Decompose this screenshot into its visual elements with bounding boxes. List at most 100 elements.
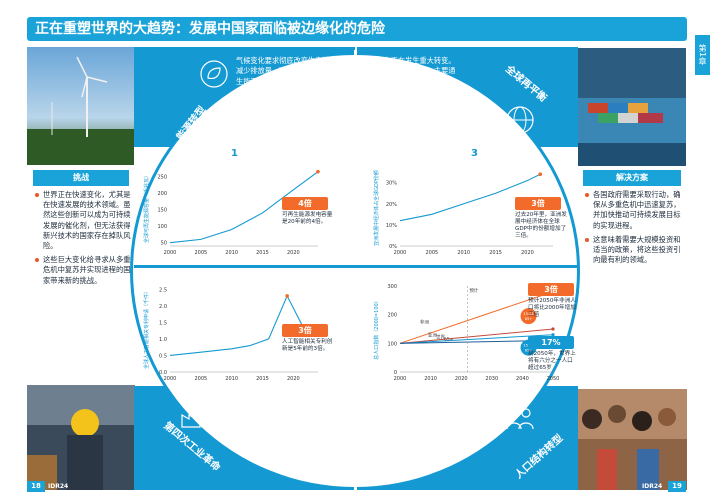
tick-label-y: 100 [157, 224, 167, 230]
leaf-icon [200, 60, 228, 88]
tick-label-y: 30% [386, 181, 397, 187]
callout-text: 过去20年里，亚洲发展中经济体在全球GDP中的份额增加了三倍。 [515, 212, 567, 239]
forecast-label: 预计 [469, 287, 478, 294]
badge-3x: 3倍 [528, 283, 574, 296]
series-line-0 [399, 291, 554, 344]
tick-label-x: 2020 [287, 250, 300, 256]
callout-robots: 3倍 人工智能相关专利创新是5年前的3倍。 [282, 324, 334, 353]
chart-population-index: 总人口指数（2000=100） 0 100 200 300 2000 2010 2020 203… [373, 284, 560, 382]
axis-label-y: 亚洲发展中经济体占全球GDP份额 [373, 170, 380, 246]
challenges-header: 挑战 [33, 170, 129, 186]
tick-label-x: 2050 [547, 376, 560, 382]
solutions-header: 解决方案 [583, 170, 681, 186]
tick-label-y: 1.5 [159, 320, 167, 326]
list-item: 世界正在快速变化，尤其是在快速发展的技术领域。虽然这些创新可以成为可持续发展的催… [35, 190, 131, 251]
age-bubble [520, 308, 537, 325]
axis-label-y: 全球可再生能源容量（千兆瓦） [143, 173, 150, 243]
tick-label-x: 2015 [256, 376, 269, 382]
series-label: 世界 [436, 333, 445, 340]
series-label: 非洲 [420, 318, 429, 325]
industry-text: 人工智能、先进机器人、物联网、增材制造、大数据分析和云计算等工业4.0技术正在重… [236, 395, 344, 436]
chart-ai-patents: 全球人工智能相关专利申请（千件） 0.0 0.5 1.0 1.5 2.0 2.5 2000 20… [143, 287, 318, 382]
badge-4x: 4倍 [282, 197, 328, 210]
series-line [169, 171, 319, 244]
tick-label-y: 0% [389, 244, 397, 250]
callout-gvc: 3倍 过去20年里，亚洲发展中经济体在全球GDP中的份额增加了三倍。 [515, 197, 571, 240]
tick-label-x: 2005 [426, 250, 439, 256]
tick-label-y: 20% [386, 202, 397, 208]
challenges-list: 世界正在快速变化，尤其是在快速发展的技术领域。虽然这些创新可以成为可持续发展的催… [35, 190, 131, 290]
tick-label-x: 2010 [457, 250, 470, 256]
axis-label-y: 全球人工智能相关专利申请（千件） [143, 289, 150, 369]
tick-label-y: 2.5 [159, 287, 167, 293]
data-point [551, 333, 555, 337]
badge-3x: 3倍 [515, 197, 561, 210]
center-divider [354, 50, 357, 490]
tick-label-y: 0 [394, 370, 397, 376]
list-item: 这意味着需要大规模投资和适当的政策，将这些投资引向最有利的领域。 [585, 235, 681, 266]
tick-label-x: 2010 [424, 376, 437, 382]
callout-text: 可再生能源发电容量是20年前的4倍。 [282, 212, 333, 225]
series-label: 65+ [444, 336, 454, 342]
photo-wind-turbines [27, 47, 134, 165]
section-number-3: 3 [471, 148, 478, 159]
data-point-highlight [316, 169, 320, 174]
energy-text: 气候变化要求彻底改变生产模式，减少排放量，减缓环境退化。可再生能源成为这一新格局… [236, 56, 344, 107]
people-icon [506, 408, 534, 430]
factory-icon [181, 404, 207, 428]
tick-label-x: 2000 [164, 250, 177, 256]
tick-label-x: 2010 [225, 376, 238, 382]
tick-label-y: 1.0 [159, 337, 167, 343]
section-number-1: 1 [231, 148, 238, 159]
section-number-4: 4 [471, 389, 478, 400]
population-text: 发展中国家人口的稳定增长和发达国家人口的迅速老龄化给未来发展带来了重大挑战。世界… [362, 395, 463, 457]
series-line-1 [399, 328, 554, 344]
tick-label-y: 0.0 [159, 370, 167, 376]
brand-left: IDR24 [48, 483, 69, 490]
tick-label-x: 2020 [455, 376, 468, 382]
tick-label-y: 0.5 [159, 353, 167, 359]
tick-label-x: 2020 [287, 376, 300, 382]
chapter-tab[interactable]: 第1章 [695, 35, 710, 75]
data-point-highlight [538, 172, 543, 177]
section-number-2: 2 [231, 389, 238, 400]
center-h-divider [134, 265, 578, 268]
photo-shipping-port [578, 48, 686, 166]
list-item: 这些巨大变化给寻求从多重危机中复苏并实现进程的国家带来新的挑战。 [35, 255, 131, 286]
tick-label-y: 250 [157, 175, 167, 181]
axis-label-y: 总人口指数（2000=100） [373, 298, 380, 359]
chart-renewable-capacity: 全球可再生能源容量（千兆瓦） 50 100 150 200 250 2000 2005 2010… [143, 169, 320, 256]
tick-label-y: 200 [157, 191, 167, 197]
photo-engineer [27, 385, 135, 490]
tick-label-y: 10% [386, 223, 397, 229]
tick-label-x: 2015 [489, 250, 502, 256]
tick-label-x: 2000 [394, 376, 407, 382]
tick-label-y: 50 [161, 241, 167, 247]
tick-label-y: 100 [387, 341, 397, 347]
globe-icon [506, 106, 534, 134]
tick-label-x: 2015 [256, 250, 269, 256]
global-text: 经济实力正在发生重大转变。蓬勃发展的亚太地区，主要通过以及融入全球价值链(GVC… [362, 56, 456, 128]
solutions-list: 各国政府需要采取行动，确保从多重危机中迅速复苏，并加快推动可持续发展目标的实现进… [585, 190, 681, 269]
brand-right: IDR24 [642, 483, 663, 490]
tick-label-x: 2005 [194, 250, 207, 256]
page-number-right: 19 [668, 481, 686, 492]
tick-label-x: 2040 [516, 376, 529, 382]
tick-label-x: 2000 [164, 376, 177, 382]
series-label: 亚洲 [428, 332, 437, 338]
tick-label-x: 2010 [225, 250, 238, 256]
tick-label-y: 300 [387, 284, 397, 290]
page-number-left: 18 [27, 481, 45, 492]
callout-pop-17: 17% 到2050年，世界上将有六分之一人口超过65岁 [528, 336, 576, 372]
series-line-2 [399, 334, 554, 344]
age-bubble-label: 65+ [525, 317, 533, 321]
tick-label-y: 2.0 [159, 304, 167, 310]
page-title: 正在重塑世界的大趋势：发展中国家面临被边缘化的危险 [27, 17, 687, 41]
tick-label-x: 2030 [485, 376, 498, 382]
data-point-highlight [285, 294, 289, 298]
callout-text: 人工智能相关专利创新是5年前的3倍。 [282, 339, 333, 352]
callout-text: 预计2050年非洲人口将比2000年增加三倍 [528, 298, 576, 318]
age-bubble-label: 65+ [525, 349, 533, 353]
chart-asia-gdp-share: 亚洲发展中经济体占全球GDP份额 0% 10% 20% 30% 2000 2005 2010 2… [373, 170, 553, 256]
tick-label-y: 150 [157, 208, 167, 214]
